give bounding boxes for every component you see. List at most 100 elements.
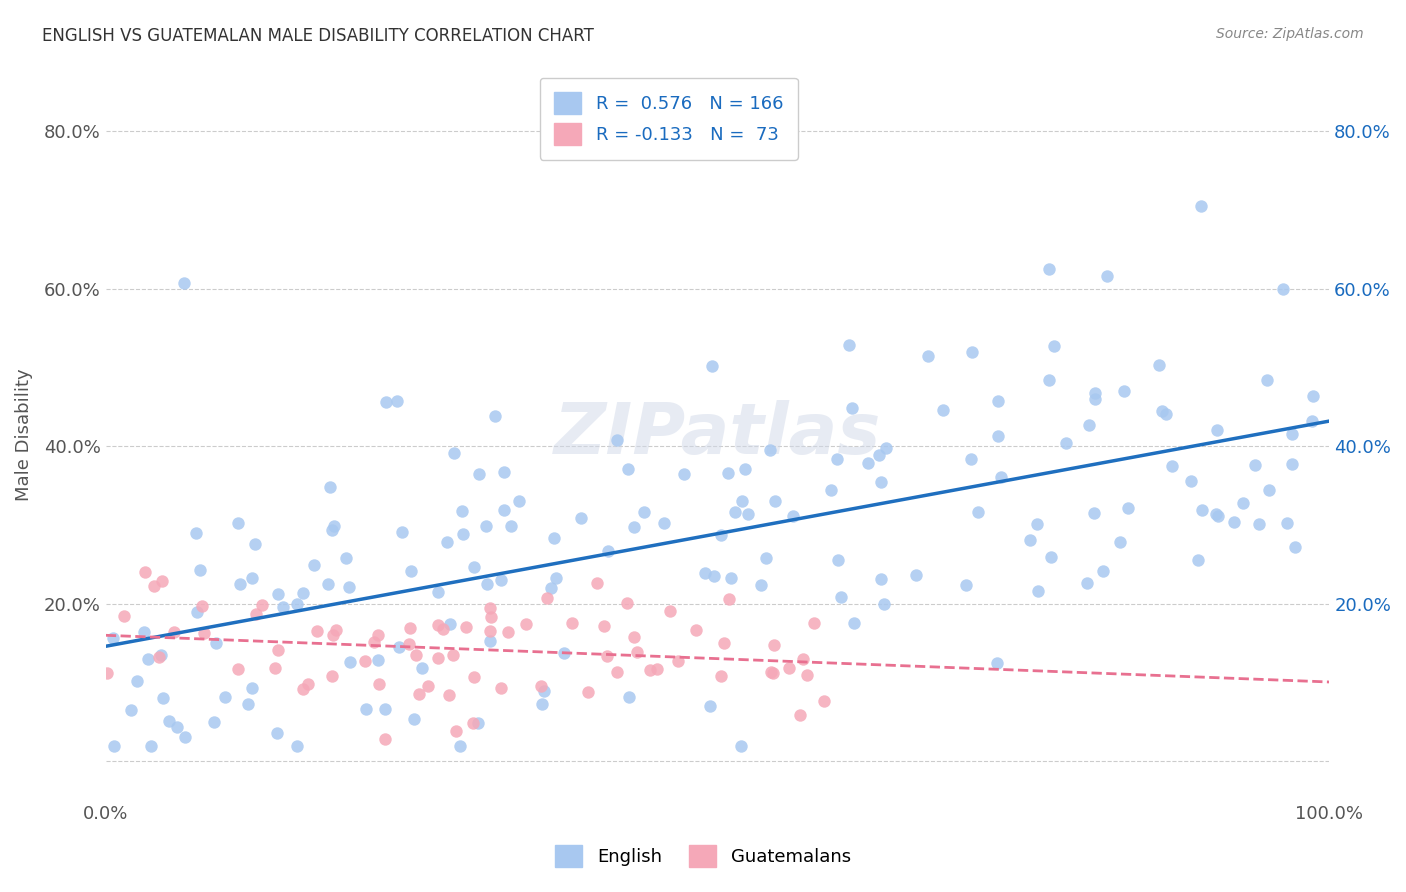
Point — [226, 516, 249, 530]
Point — [385, 393, 408, 408]
Point — [1205, 507, 1227, 521]
Point — [1054, 436, 1077, 450]
Point — [1187, 552, 1209, 566]
Point — [1019, 533, 1042, 547]
Point — [461, 716, 484, 731]
Point — [463, 670, 485, 684]
Point — [174, 731, 197, 745]
Point — [652, 516, 675, 530]
Point — [569, 510, 592, 524]
Point — [162, 625, 184, 640]
Point — [436, 535, 458, 549]
Point — [467, 716, 489, 731]
Point — [143, 578, 166, 592]
Point — [186, 606, 208, 620]
Point — [236, 697, 259, 711]
Point — [803, 615, 825, 630]
Point — [1189, 199, 1212, 213]
Legend: R =  0.576   N = 166, R = -0.133   N =  73: R = 0.576 N = 166, R = -0.133 N = 73 — [540, 78, 797, 160]
Point — [917, 349, 939, 363]
Point — [762, 666, 785, 681]
Point — [623, 631, 645, 645]
Point — [1244, 458, 1267, 472]
Point — [432, 623, 454, 637]
Point — [193, 626, 215, 640]
Point — [626, 645, 648, 659]
Point — [1222, 516, 1244, 530]
Point — [292, 585, 315, 599]
Point — [987, 429, 1010, 443]
Point — [990, 470, 1012, 484]
Point — [399, 564, 422, 578]
Point — [672, 467, 695, 481]
Point — [152, 691, 174, 706]
Point — [1301, 414, 1323, 428]
Point — [792, 652, 814, 666]
Point — [416, 679, 439, 693]
Point — [173, 277, 195, 291]
Point — [540, 582, 562, 596]
Point — [1258, 483, 1281, 497]
Point — [1161, 459, 1184, 474]
Point — [229, 577, 252, 591]
Point — [446, 723, 468, 738]
Point — [367, 653, 389, 667]
Point — [1076, 576, 1098, 591]
Point — [531, 697, 554, 711]
Point — [1208, 508, 1230, 523]
Point — [166, 720, 188, 734]
Point — [763, 494, 786, 508]
Point — [820, 483, 842, 497]
Point — [285, 739, 308, 753]
Point — [186, 526, 208, 541]
Point — [449, 739, 471, 753]
Point — [713, 635, 735, 649]
Point — [593, 619, 616, 633]
Point — [120, 703, 142, 717]
Y-axis label: Male Disability: Male Disability — [15, 368, 32, 501]
Point — [150, 574, 173, 588]
Point — [1281, 426, 1303, 441]
Point — [749, 577, 772, 591]
Point — [134, 624, 156, 639]
Point — [755, 550, 778, 565]
Point — [245, 607, 267, 621]
Point — [1114, 384, 1136, 399]
Point — [157, 714, 180, 729]
Point — [467, 467, 489, 481]
Point — [759, 442, 782, 457]
Point — [955, 577, 977, 591]
Point — [666, 654, 689, 668]
Point — [1191, 502, 1213, 516]
Point — [737, 507, 759, 521]
Point — [710, 527, 733, 541]
Point — [596, 544, 619, 558]
Point — [730, 739, 752, 753]
Point — [191, 599, 214, 613]
Point — [1116, 501, 1139, 516]
Point — [322, 628, 344, 642]
Point — [398, 637, 420, 651]
Point — [838, 338, 860, 352]
Point — [617, 462, 640, 476]
Point — [399, 621, 422, 635]
Point — [731, 494, 754, 508]
Text: ZIPatlas: ZIPatlas — [554, 401, 882, 469]
Point — [214, 690, 236, 704]
Point — [1277, 516, 1299, 531]
Point — [560, 615, 582, 630]
Point — [136, 652, 159, 666]
Point — [335, 551, 357, 566]
Point — [337, 581, 360, 595]
Point — [870, 475, 893, 489]
Point — [374, 732, 396, 747]
Point — [139, 739, 162, 753]
Point — [960, 344, 983, 359]
Point — [1147, 359, 1170, 373]
Point — [987, 393, 1010, 408]
Point — [354, 654, 377, 668]
Point — [1078, 418, 1101, 433]
Point — [456, 620, 478, 634]
Point — [408, 687, 430, 701]
Point — [813, 694, 835, 708]
